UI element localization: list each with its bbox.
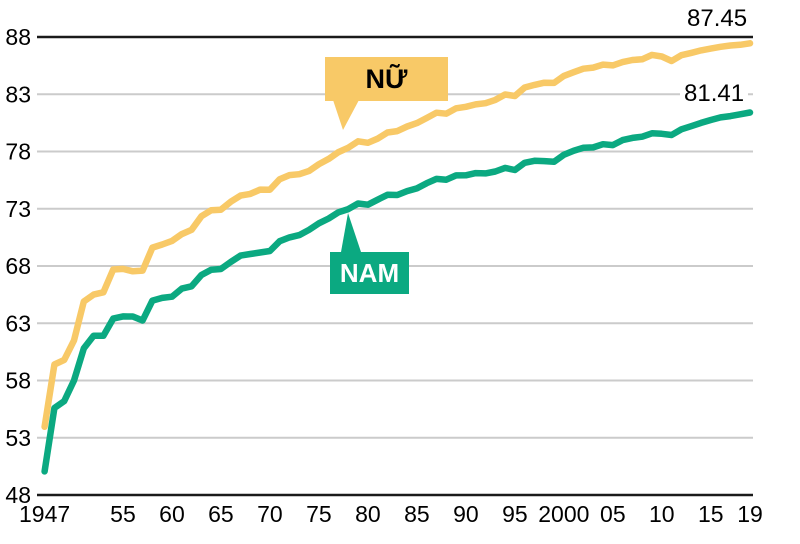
x-tick-label: 55 bbox=[110, 501, 136, 527]
male-callout-label: NAM bbox=[339, 257, 400, 288]
x-tick-label: 85 bbox=[404, 501, 430, 527]
male-series-callout: NAM bbox=[330, 213, 409, 294]
x-tick-label: 65 bbox=[208, 501, 234, 527]
series-lines bbox=[41, 40, 754, 475]
x-axis-labels: 1947 55 60 65 70 75 80 85 90 95 2000 05 10 15 19 bbox=[19, 501, 763, 527]
x-tick-label: 95 bbox=[502, 501, 528, 527]
y-tick-label: 48 bbox=[5, 482, 31, 508]
x-tick-label: 70 bbox=[257, 501, 283, 527]
male-end-value: 81.41 bbox=[680, 80, 749, 108]
y-tick-label: 73 bbox=[5, 196, 31, 222]
male-line bbox=[41, 109, 754, 475]
x-tick-label: 60 bbox=[159, 501, 185, 527]
x-tick-label: 75 bbox=[306, 501, 332, 527]
y-tick-label: 78 bbox=[5, 139, 31, 165]
y-tick-label: 63 bbox=[5, 310, 31, 336]
x-tick-label: 2000 bbox=[538, 501, 589, 527]
female-end-value: 87.45 bbox=[687, 5, 748, 32]
y-tick-label: 83 bbox=[5, 81, 31, 107]
x-tick-label: 15 bbox=[698, 501, 724, 527]
female-callout-tail-icon bbox=[333, 100, 359, 130]
y-tick-label: 53 bbox=[5, 425, 31, 451]
female-line bbox=[41, 40, 754, 431]
x-tick-label: 90 bbox=[453, 501, 479, 527]
x-tick-label: 19 bbox=[737, 501, 763, 527]
female-callout-label: NỮ bbox=[365, 63, 408, 94]
y-tick-label: 68 bbox=[5, 253, 31, 279]
female-series-callout: NỮ bbox=[325, 57, 448, 130]
y-axis-labels: 48 53 58 63 68 73 78 83 88 bbox=[5, 24, 31, 508]
y-tick-label: 88 bbox=[5, 24, 31, 50]
x-tick-label: 80 bbox=[355, 501, 381, 527]
x-tick-label: 10 bbox=[649, 501, 675, 527]
x-tick-label: 1947 bbox=[19, 501, 70, 527]
male-callout-tail-icon bbox=[341, 213, 361, 252]
x-tick-label: 05 bbox=[600, 501, 626, 527]
y-tick-label: 58 bbox=[5, 368, 31, 394]
